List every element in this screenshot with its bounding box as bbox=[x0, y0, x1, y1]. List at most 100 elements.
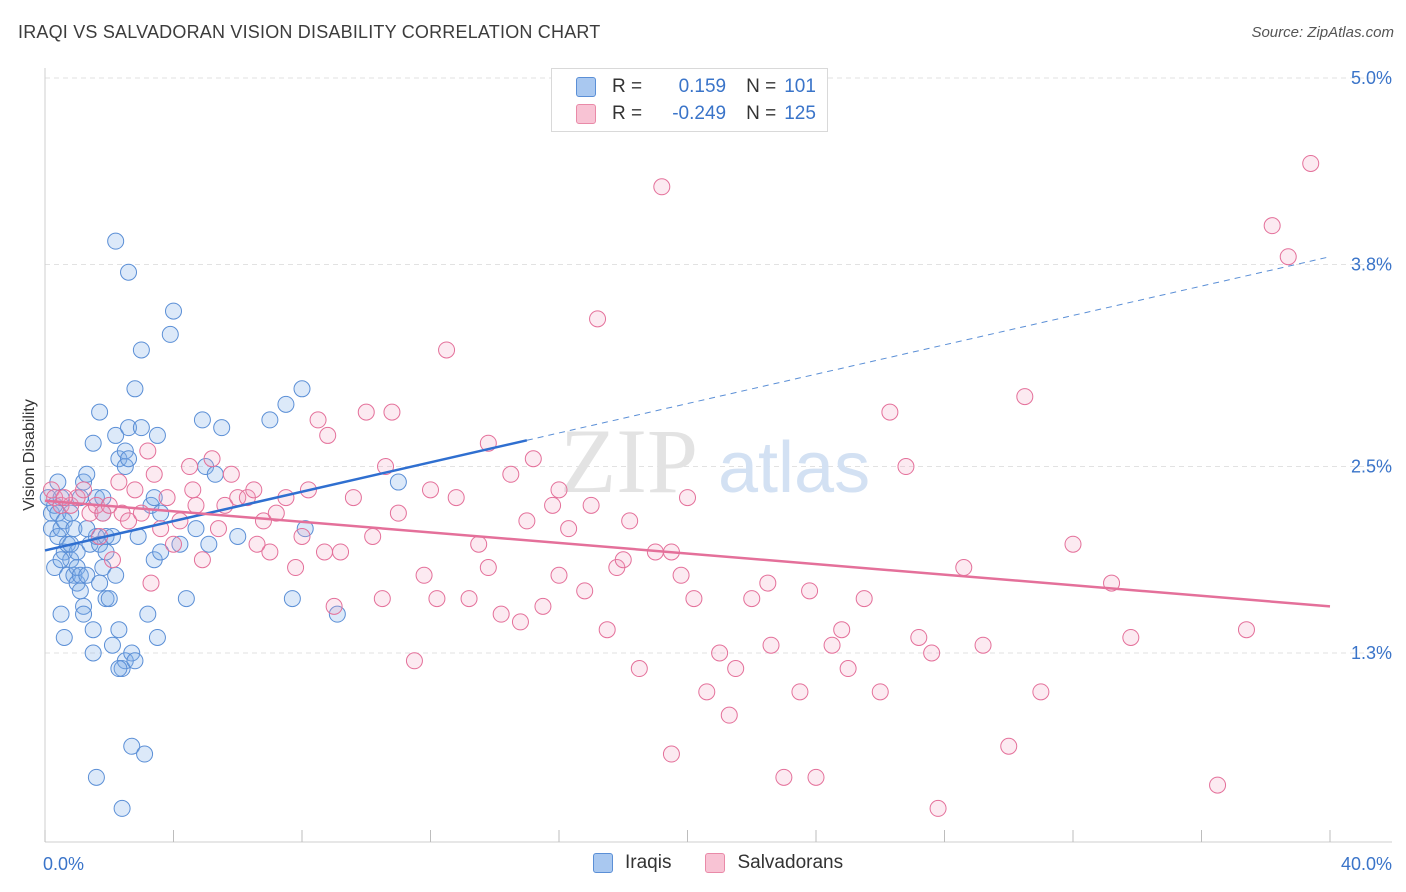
salvadorans-point bbox=[518, 512, 536, 530]
salvadorans-point bbox=[711, 644, 729, 662]
salvadorans-point bbox=[325, 597, 343, 615]
iraqis-point bbox=[229, 527, 247, 545]
salvadorans-n-value: 125 bbox=[784, 103, 816, 124]
legend-item-iraqis[interactable]: Iraqis bbox=[593, 852, 671, 874]
salvadorans-point bbox=[1016, 388, 1034, 406]
iraqis-point bbox=[126, 380, 144, 398]
iraqis-point bbox=[132, 341, 150, 359]
salvadorans-point bbox=[332, 543, 350, 561]
iraqis-point bbox=[126, 652, 144, 670]
tick-labels: 1.3% 2.5% 3.8% 5.0% 0.0% 40.0% bbox=[43, 68, 1392, 874]
salvadorans-point bbox=[181, 458, 199, 476]
salvadorans-point bbox=[357, 403, 375, 421]
salvadorans-point bbox=[762, 636, 780, 654]
salvadorans-point bbox=[881, 403, 899, 421]
salvadorans-point bbox=[550, 566, 568, 584]
legend-item-salvadorans[interactable]: Salvadorans bbox=[705, 852, 843, 874]
iraqis-point bbox=[261, 411, 279, 429]
salvadorans-point bbox=[833, 621, 851, 639]
salvadorans-point bbox=[139, 442, 157, 460]
n-label: N = bbox=[746, 76, 777, 97]
salvadorans-point bbox=[685, 590, 703, 608]
salvadorans-point bbox=[428, 590, 446, 608]
salvadorans-point bbox=[209, 520, 227, 538]
salvadorans-point bbox=[415, 566, 433, 584]
salvadorans-point bbox=[187, 496, 205, 514]
iraqis-point bbox=[120, 450, 138, 468]
iraqis-swatch bbox=[576, 77, 596, 97]
iraqis-point bbox=[52, 551, 70, 569]
salvadorans-point bbox=[222, 465, 240, 483]
iraqis-point bbox=[132, 419, 150, 437]
watermark-zip: ZIP bbox=[560, 410, 698, 512]
salvadorans-point bbox=[193, 551, 211, 569]
salvadorans-point bbox=[1237, 621, 1255, 639]
salvadorans-point bbox=[319, 426, 337, 444]
iraqis-point bbox=[152, 543, 170, 561]
stats-legend: R = 0.159 N = 101 R = -0.249 N = 125 bbox=[551, 68, 828, 132]
iraqis-trend-extension bbox=[526, 256, 1331, 441]
salvadorans-point bbox=[1032, 683, 1050, 701]
salvadorans-point bbox=[373, 590, 391, 608]
salvadorans-point bbox=[743, 590, 761, 608]
watermark: ZIP atlas bbox=[560, 410, 870, 512]
iraqis-point bbox=[84, 434, 102, 452]
y-tick-label: 1.3% bbox=[1351, 643, 1392, 663]
salvadorans-point bbox=[923, 644, 941, 662]
salvadorans-point bbox=[630, 660, 648, 678]
salvadorans-point bbox=[309, 411, 327, 429]
salvadorans-point bbox=[720, 706, 738, 724]
salvadorans-point bbox=[470, 535, 488, 553]
salvadorans-point bbox=[1263, 217, 1281, 235]
iraqis-point bbox=[161, 325, 179, 343]
iraqis-point bbox=[139, 605, 157, 623]
salvadorans-point bbox=[589, 310, 607, 328]
salvadorans-point bbox=[184, 481, 202, 499]
iraqis-point bbox=[113, 799, 131, 817]
r-label: R = bbox=[612, 76, 643, 97]
iraqis-point bbox=[71, 582, 89, 600]
y-tick-label: 3.8% bbox=[1351, 254, 1392, 274]
salvadorans-point bbox=[492, 605, 510, 623]
salvadorans-point bbox=[1122, 628, 1140, 646]
salvadorans-legend-label: Salvadorans bbox=[737, 852, 844, 873]
iraqis-point bbox=[84, 621, 102, 639]
iraqis-point bbox=[145, 489, 163, 507]
iraqis-legend-swatch bbox=[593, 853, 613, 873]
salvadorans-point bbox=[145, 465, 163, 483]
salvadorans-point bbox=[261, 543, 279, 561]
iraqis-point bbox=[177, 590, 195, 608]
salvadorans-point bbox=[1302, 154, 1320, 172]
iraqis-point bbox=[100, 590, 118, 608]
salvadorans-point bbox=[672, 566, 690, 584]
iraqis-point bbox=[78, 465, 96, 483]
iraqis-point bbox=[148, 628, 166, 646]
salvadorans-point bbox=[534, 597, 552, 615]
iraqis-point bbox=[91, 403, 109, 421]
salvadorans-point bbox=[871, 683, 889, 701]
salvadorans-point bbox=[698, 683, 716, 701]
salvadorans-point bbox=[662, 745, 680, 763]
salvadorans-point bbox=[955, 559, 973, 577]
salvadorans-point bbox=[897, 458, 915, 476]
salvadorans-point bbox=[203, 450, 221, 468]
salvadorans-point bbox=[126, 481, 144, 499]
iraqis-point bbox=[75, 605, 93, 623]
y-tick-label: 5.0% bbox=[1351, 68, 1392, 88]
salvadorans-point bbox=[438, 341, 456, 359]
salvadorans-point bbox=[855, 590, 873, 608]
salvadorans-point bbox=[158, 489, 176, 507]
iraqis-point bbox=[123, 737, 141, 755]
salvadorans-point bbox=[502, 465, 520, 483]
iraqis-trend-line bbox=[44, 439, 528, 552]
salvadorans-point bbox=[560, 520, 578, 538]
data-points bbox=[39, 154, 1320, 817]
salvadorans-point bbox=[103, 551, 121, 569]
salvadorans-point bbox=[839, 660, 857, 678]
iraqis-point bbox=[277, 395, 295, 413]
r-label: R = bbox=[612, 103, 643, 124]
x-tick-label-min: 0.0% bbox=[43, 854, 84, 874]
axes bbox=[44, 68, 1392, 843]
grid-lines bbox=[45, 77, 1392, 654]
